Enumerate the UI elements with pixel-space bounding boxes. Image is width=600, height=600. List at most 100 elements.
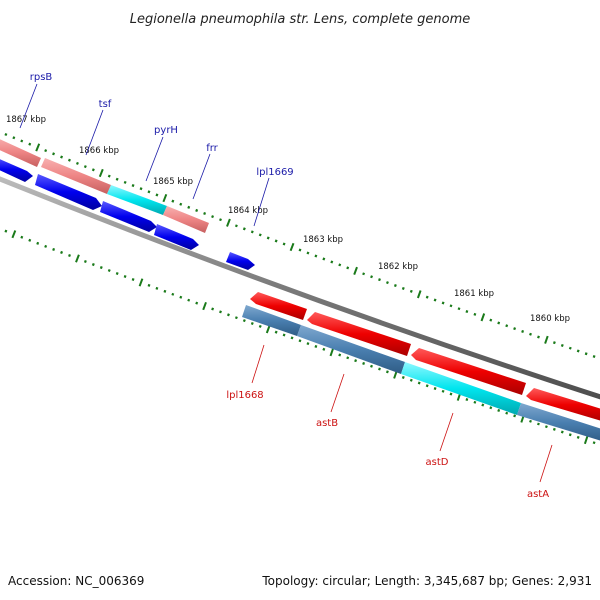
gene-label-astB[interactable]: astB	[316, 418, 338, 429]
minor-tick	[147, 190, 151, 194]
major-tick	[202, 301, 207, 311]
minor-tick	[592, 441, 596, 445]
minor-tick	[20, 139, 24, 143]
major-tick	[353, 266, 358, 275]
minor-tick	[99, 266, 103, 270]
minor-tick	[179, 202, 183, 206]
minor-tick	[52, 152, 56, 156]
major-tick	[416, 290, 422, 299]
cds-astB[interactable]	[297, 325, 405, 374]
minor-tick	[242, 319, 246, 323]
minor-tick	[306, 251, 310, 255]
cds-astA[interactable]	[517, 403, 600, 442]
gene-frr[interactable]	[154, 224, 199, 250]
gene-label-frr[interactable]: frr	[206, 143, 218, 154]
minor-tick	[362, 361, 366, 365]
minor-tick	[346, 356, 350, 360]
minor-tick	[171, 199, 175, 203]
gene-pyrH[interactable]	[100, 201, 157, 232]
minor-tick	[314, 254, 318, 258]
kbp-label: 1860 kbp	[530, 314, 570, 324]
minor-tick	[266, 236, 270, 240]
gene-rpsB[interactable]	[0, 157, 33, 182]
minor-tick	[274, 330, 278, 334]
minor-tick	[44, 244, 48, 248]
bottom-gene-track	[250, 292, 600, 422]
cds-rpsB[interactable]	[0, 137, 41, 167]
minor-tick	[552, 427, 556, 431]
minor-tick	[131, 183, 135, 188]
gene-label-astA[interactable]: astA	[527, 489, 549, 500]
minor-tick	[433, 387, 437, 391]
bottom-gene-labels: lpl1668 astB astD astA	[226, 344, 553, 500]
major-tick	[98, 168, 104, 178]
minor-tick	[234, 316, 238, 320]
major-tick	[162, 193, 168, 203]
cds-frr[interactable]	[163, 206, 209, 233]
minor-tick	[306, 342, 310, 346]
gene-label-rpsB[interactable]: rpsB	[30, 72, 53, 83]
minor-tick	[123, 275, 127, 278]
minor-tick	[537, 422, 540, 426]
gene-label-lpl1668[interactable]: lpl1668	[226, 390, 263, 401]
cds-lpl1668[interactable]	[242, 305, 301, 336]
minor-tick	[560, 343, 564, 347]
minor-tick	[91, 168, 95, 172]
minor-tick	[139, 187, 143, 191]
minor-tick	[417, 381, 421, 385]
minor-tick	[250, 230, 254, 234]
minor-tick	[226, 313, 230, 317]
gene-astA[interactable]	[526, 388, 600, 422]
minor-tick	[219, 218, 222, 222]
minor-tick	[274, 239, 278, 243]
cds-pyrH[interactable]	[107, 185, 167, 215]
minor-tick	[497, 321, 501, 325]
minor-tick	[393, 284, 397, 288]
minor-tick	[123, 180, 127, 184]
minor-tick	[68, 254, 71, 257]
minor-tick	[4, 229, 8, 233]
minor-tick	[211, 215, 215, 219]
gene-lpl1669[interactable]	[226, 252, 255, 270]
cds-tsf[interactable]	[41, 158, 111, 194]
minor-tick	[592, 355, 596, 358]
minor-tick	[401, 375, 405, 379]
minor-tick	[489, 318, 493, 322]
minor-tick	[346, 266, 350, 270]
minor-tick	[115, 272, 119, 275]
major-tick	[265, 325, 271, 334]
gene-label-tsf[interactable]: tsf	[99, 99, 112, 110]
gene-label-astD[interactable]: astD	[426, 457, 449, 468]
accession-text: Accession: NC_006369	[8, 574, 144, 588]
minor-tick	[385, 370, 389, 374]
minor-tick	[378, 367, 381, 371]
gene-label-lpl1669[interactable]: lpl1669	[256, 167, 293, 178]
kbp-label: 1861 kbp	[454, 289, 494, 299]
minor-tick	[60, 250, 64, 255]
minor-tick	[314, 344, 318, 348]
minor-tick	[465, 310, 469, 314]
minor-tick	[433, 298, 437, 302]
minor-tick	[425, 384, 429, 388]
minor-tick	[449, 304, 453, 308]
gene-astD[interactable]	[411, 348, 526, 395]
major-tick	[289, 242, 295, 252]
leader-line	[539, 444, 553, 483]
minor-tick	[370, 275, 374, 279]
minor-tick	[354, 359, 358, 363]
minor-tick	[20, 235, 24, 239]
minor-tick	[107, 268, 111, 273]
gene-tsf[interactable]	[35, 174, 102, 210]
minor-tick	[163, 289, 167, 293]
gene-lpl1668[interactable]	[250, 292, 307, 320]
gene-label-pyrH[interactable]: pyrH	[154, 125, 178, 136]
minor-tick	[481, 403, 485, 407]
minor-tick	[330, 260, 334, 264]
minor-tick	[489, 406, 493, 410]
minor-tick	[83, 165, 87, 169]
cds-astD[interactable]	[401, 362, 521, 415]
kbp-label: 1864 kbp	[228, 206, 268, 216]
gene-astB[interactable]	[307, 312, 411, 356]
minor-tick	[568, 433, 572, 437]
major-tick	[480, 313, 486, 322]
